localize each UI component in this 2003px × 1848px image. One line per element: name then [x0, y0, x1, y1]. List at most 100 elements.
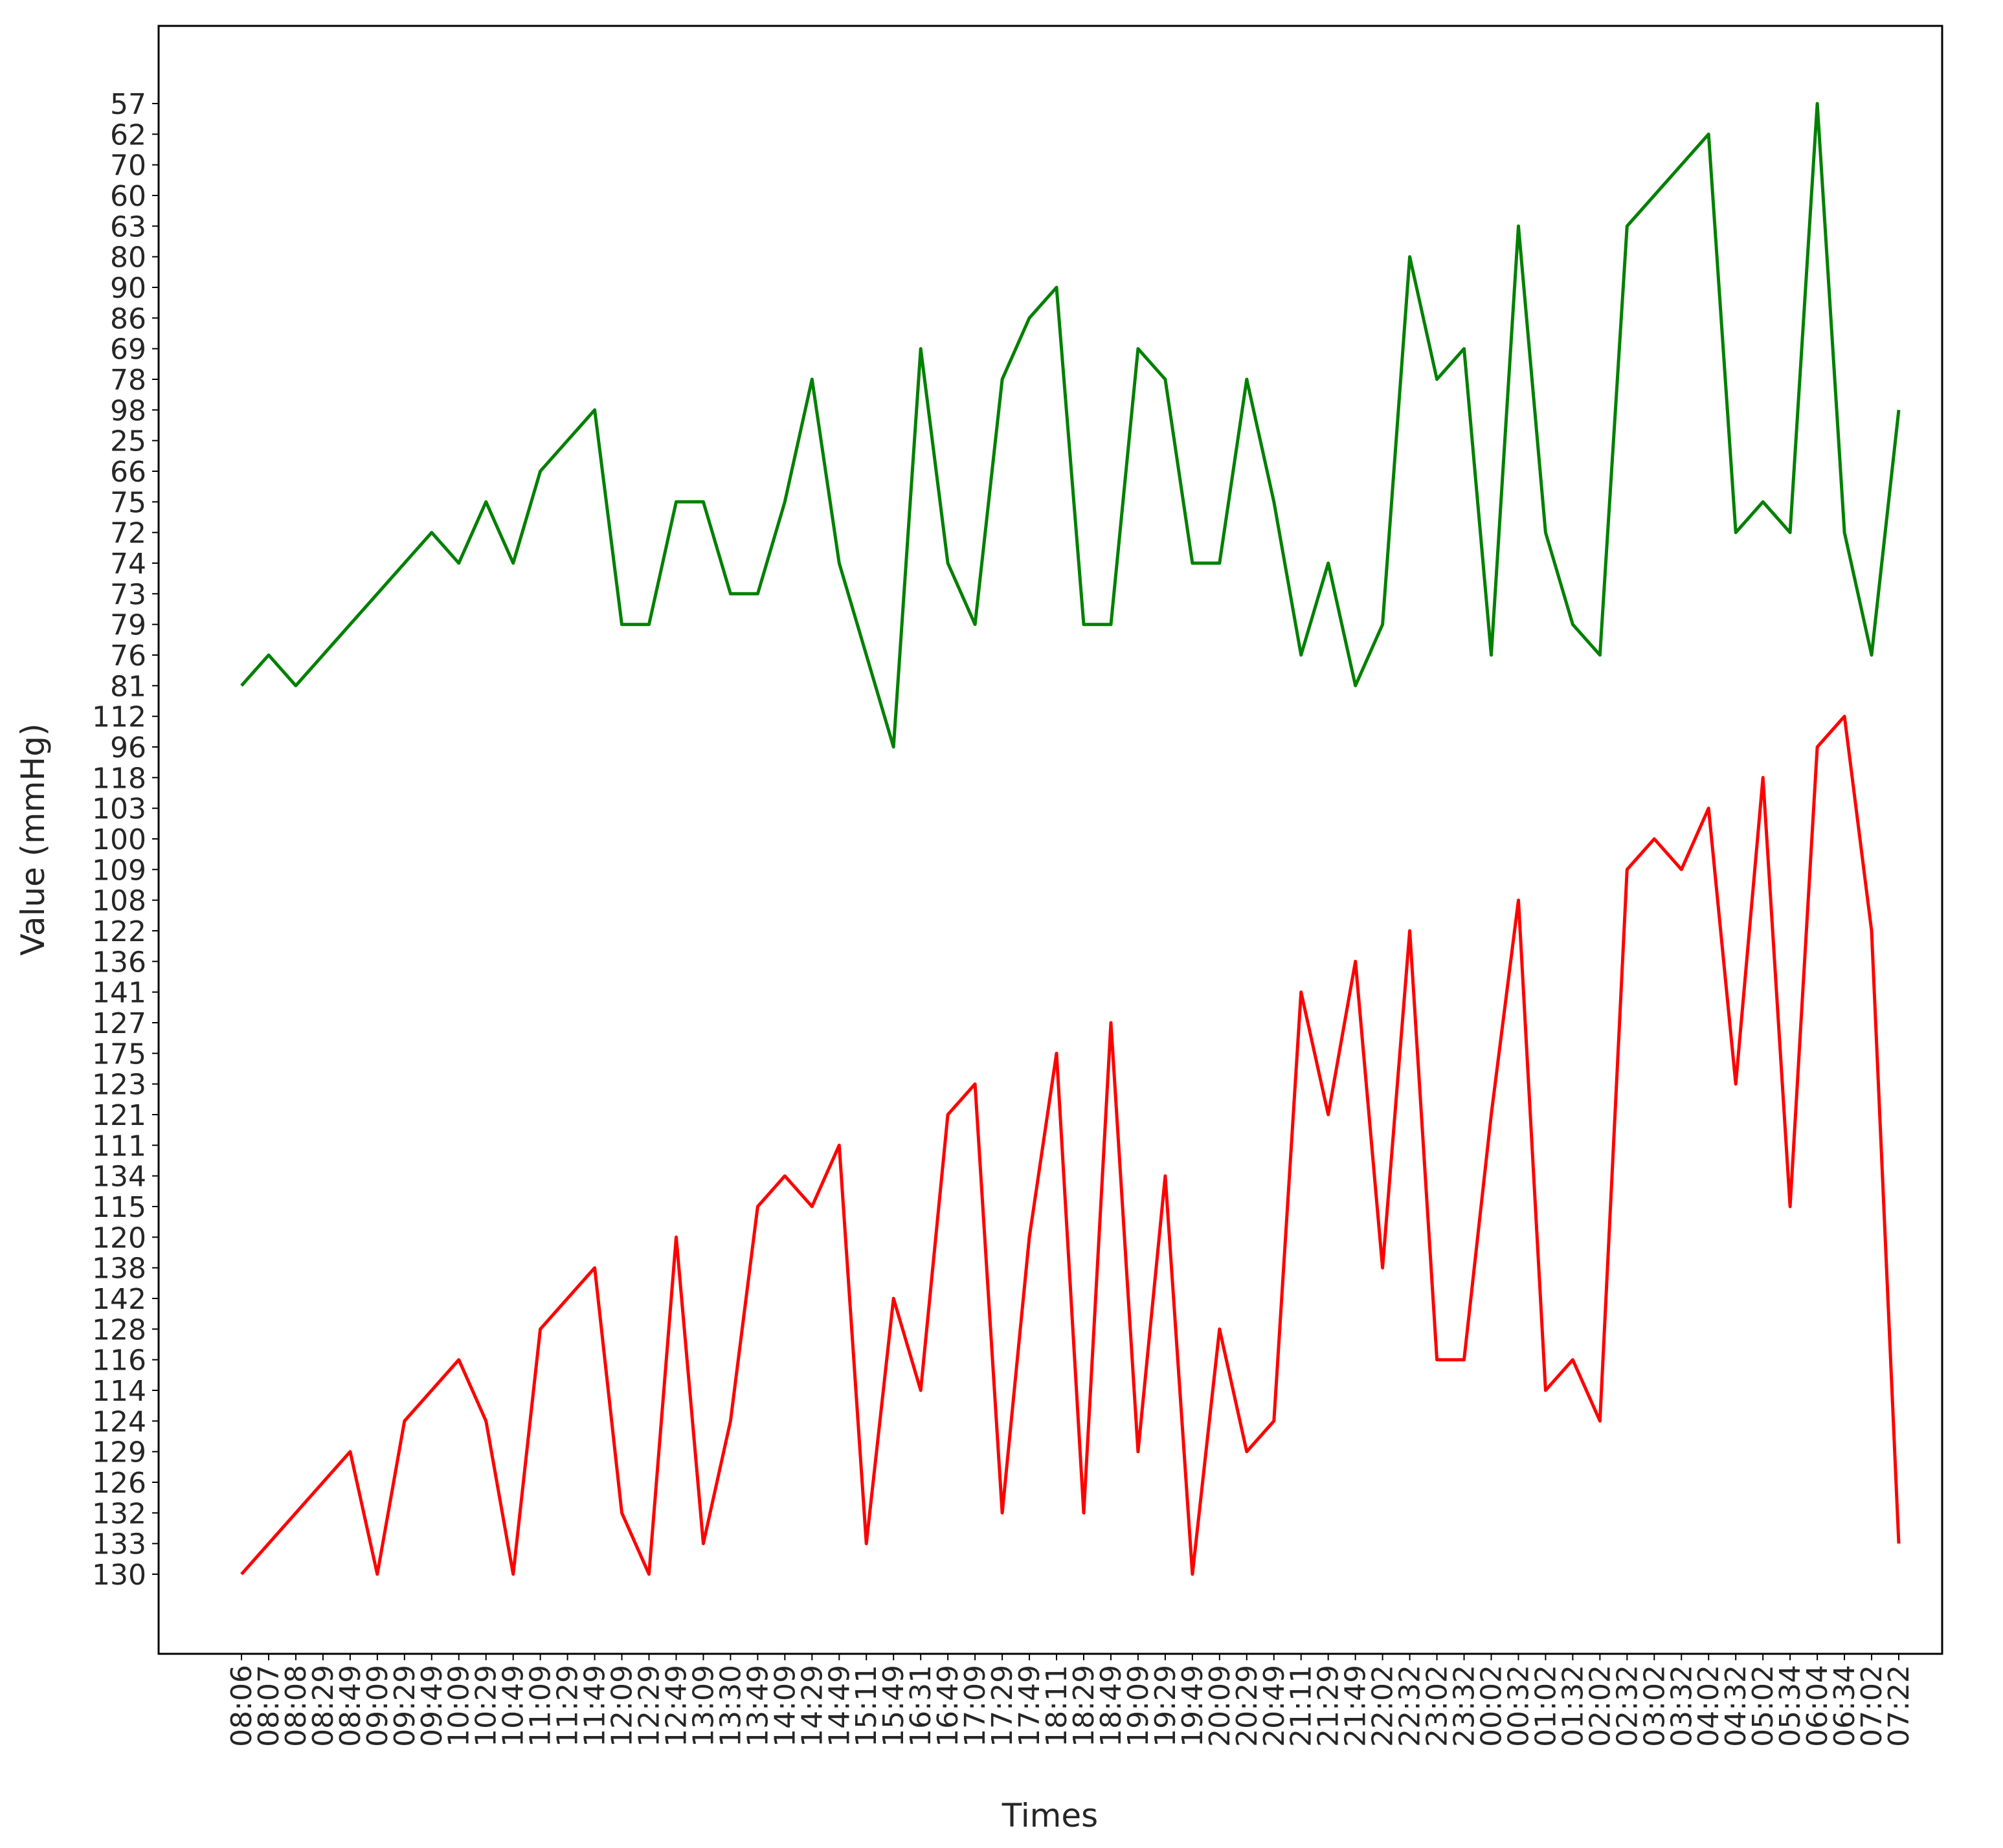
- y-tick-label: 81: [110, 670, 146, 703]
- x-tick-label: 07:22: [1883, 1665, 1916, 1747]
- y-axis-ticks: 1301331321261291241141161281421381201151…: [92, 88, 159, 1592]
- y-tick-label: 25: [110, 425, 146, 458]
- y-tick-label: 96: [110, 731, 146, 764]
- y-tick-label: 123: [92, 1069, 146, 1102]
- y-tick-label: 116: [92, 1344, 146, 1377]
- series-line-green: [240, 102, 1901, 749]
- y-tick-label: 111: [92, 1130, 146, 1163]
- y-tick-label: 124: [92, 1405, 146, 1438]
- y-tick-label: 70: [110, 150, 146, 183]
- x-tick-label: 11:49: [579, 1665, 612, 1747]
- x-tick-label: 18:29: [1068, 1665, 1101, 1747]
- x-tick-label: 08:06: [225, 1665, 258, 1747]
- y-axis-label: Value (mmHg): [14, 724, 52, 956]
- x-tick-label: 07:02: [1855, 1665, 1888, 1747]
- y-tick-label: 69: [110, 333, 146, 366]
- x-tick-label: 21:49: [1339, 1665, 1372, 1747]
- y-tick-label: 90: [110, 272, 146, 305]
- x-tick-label: 01:32: [1556, 1665, 1589, 1747]
- x-tick-label: 04:02: [1692, 1665, 1725, 1747]
- plot-frame: [157, 25, 1943, 1655]
- x-tick-label: 02:32: [1611, 1665, 1644, 1747]
- y-tick-label: 73: [110, 578, 146, 611]
- y-tick-label: 76: [110, 640, 146, 673]
- x-tick-label: 11:09: [524, 1665, 557, 1747]
- y-tick-label: 141: [92, 977, 146, 1010]
- y-tick-label: 57: [110, 88, 146, 121]
- y-tick-label: 80: [110, 241, 146, 274]
- x-tick-label: 20:29: [1231, 1665, 1264, 1747]
- x-tick-label: 10:09: [443, 1665, 476, 1747]
- y-tick-label: 78: [110, 364, 146, 397]
- x-tick-label: 17:49: [1013, 1665, 1046, 1747]
- x-tick-label: 21:11: [1285, 1665, 1318, 1747]
- x-tick-label: 10:29: [470, 1665, 503, 1747]
- x-tick-label: 20:09: [1203, 1665, 1236, 1747]
- y-tick-label: 126: [92, 1467, 146, 1500]
- x-tick-label: 08:08: [280, 1665, 313, 1747]
- x-tick-label: 03:02: [1638, 1665, 1671, 1747]
- x-tick-label: 19:29: [1149, 1665, 1182, 1747]
- y-tick-label: 112: [92, 701, 146, 734]
- x-tick-label: 13:09: [687, 1665, 720, 1747]
- x-tick-label: 06:04: [1801, 1665, 1834, 1747]
- y-tick-label: 114: [92, 1375, 146, 1408]
- x-tick-label: 05:34: [1774, 1665, 1807, 1747]
- x-tick-label: 10:49: [497, 1665, 530, 1747]
- x-tick-label: 22:32: [1394, 1665, 1427, 1747]
- x-tick-label: 16:49: [932, 1665, 965, 1747]
- y-tick-label: 98: [110, 394, 146, 427]
- y-tick-label: 72: [110, 517, 146, 550]
- x-tick-label: 16:31: [904, 1665, 937, 1747]
- x-tick-label: 06:34: [1828, 1665, 1861, 1747]
- y-tick-label: 63: [110, 210, 146, 243]
- y-tick-label: 62: [110, 118, 146, 151]
- x-tick-label: 15:11: [850, 1665, 883, 1747]
- y-tick-label: 118: [92, 762, 146, 795]
- y-tick-label: 74: [110, 548, 146, 581]
- y-tick-label: 175: [92, 1038, 146, 1071]
- x-tick-label: 18:11: [1040, 1665, 1073, 1747]
- x-tick-label: 19:09: [1122, 1665, 1155, 1747]
- y-tick-label: 134: [92, 1161, 146, 1194]
- y-tick-label: 136: [92, 946, 146, 979]
- y-tick-label: 103: [92, 793, 146, 826]
- y-tick-label: 60: [110, 180, 146, 213]
- x-tick-label: 15:49: [877, 1665, 910, 1747]
- x-tick-label: 17:29: [986, 1665, 1019, 1747]
- x-tick-label: 18:49: [1095, 1665, 1128, 1747]
- y-tick-label: 129: [92, 1436, 146, 1469]
- x-tick-label: 05:02: [1747, 1665, 1780, 1747]
- x-tick-label: 00:02: [1475, 1665, 1508, 1747]
- y-tick-label: 138: [92, 1252, 146, 1286]
- x-tick-label: 23:02: [1421, 1665, 1454, 1747]
- y-tick-label: 127: [92, 1007, 146, 1040]
- x-tick-label: 09:49: [416, 1665, 449, 1747]
- x-axis-ticks: 08:0608:0708:0808:2908:4909:0909:2909:49…: [225, 1654, 1916, 1747]
- y-tick-label: 109: [92, 854, 146, 887]
- y-tick-label: 142: [92, 1283, 146, 1316]
- y-tick-label: 128: [92, 1313, 146, 1346]
- y-tick-label: 100: [92, 823, 146, 856]
- x-tick-label: 20:49: [1258, 1665, 1291, 1747]
- x-tick-label: 11:29: [552, 1665, 585, 1747]
- x-tick-label: 09:09: [361, 1665, 394, 1747]
- y-tick-label: 120: [92, 1221, 146, 1254]
- x-tick-label: 04:32: [1719, 1665, 1752, 1747]
- x-tick-label: 00:32: [1502, 1665, 1535, 1747]
- x-tick-label: 12:49: [660, 1665, 693, 1747]
- series-layer: [240, 102, 1901, 1576]
- x-tick-label: 13:30: [714, 1665, 747, 1747]
- y-tick-label: 122: [92, 915, 146, 948]
- y-tick-label: 79: [110, 609, 146, 642]
- x-tick-label: 22:02: [1367, 1665, 1400, 1747]
- y-tick-label: 115: [92, 1191, 146, 1224]
- x-tick-label: 03:32: [1665, 1665, 1698, 1747]
- x-tick-label: 09:29: [388, 1665, 421, 1747]
- x-tick-label: 14:09: [768, 1665, 801, 1747]
- x-axis-label: Times: [1002, 1797, 1098, 1834]
- x-tick-label: 08:49: [334, 1665, 367, 1747]
- y-tick-label: 133: [92, 1528, 146, 1561]
